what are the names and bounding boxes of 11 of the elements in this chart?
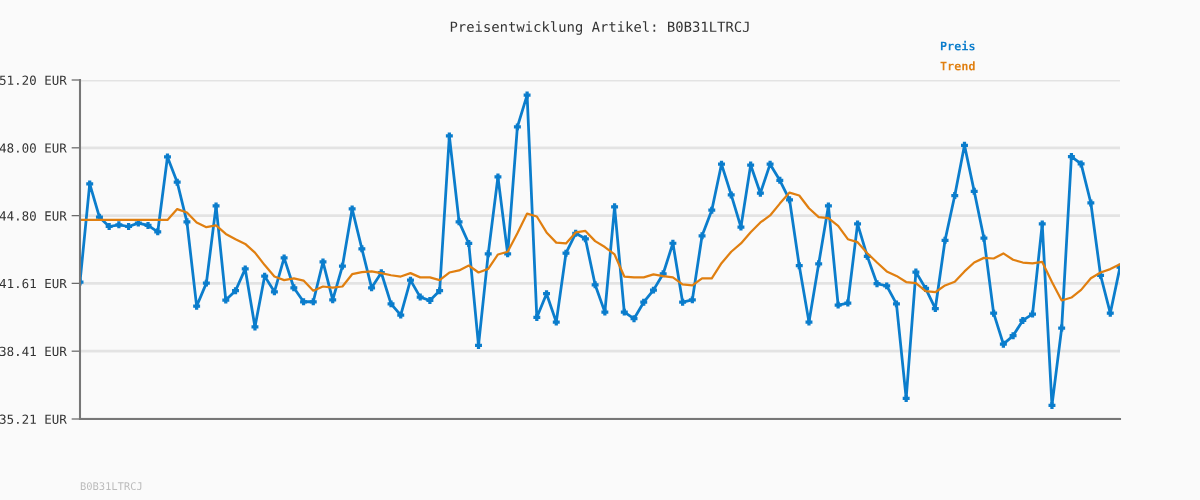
y-tick-label: 48.00 EUR <box>0 143 67 153</box>
line-series <box>80 191 1120 302</box>
y-tick-label: 38.41 EUR <box>0 346 67 357</box>
text: Preis <box>940 40 975 51</box>
text: Trend <box>940 61 975 71</box>
y-tick-label: 51.20 EUR <box>0 75 67 85</box>
y-tick-label: 44.80 EUR <box>0 211 67 221</box>
y-tick-label: 35.21 EUR <box>0 414 67 424</box>
chart-title: Preisentwicklung Artikel: B0B31LTRCJ <box>450 21 749 35</box>
text: B0B31LTRCJ <box>80 482 142 491</box>
y-tick-label: 41.61 EUR <box>0 278 67 289</box>
